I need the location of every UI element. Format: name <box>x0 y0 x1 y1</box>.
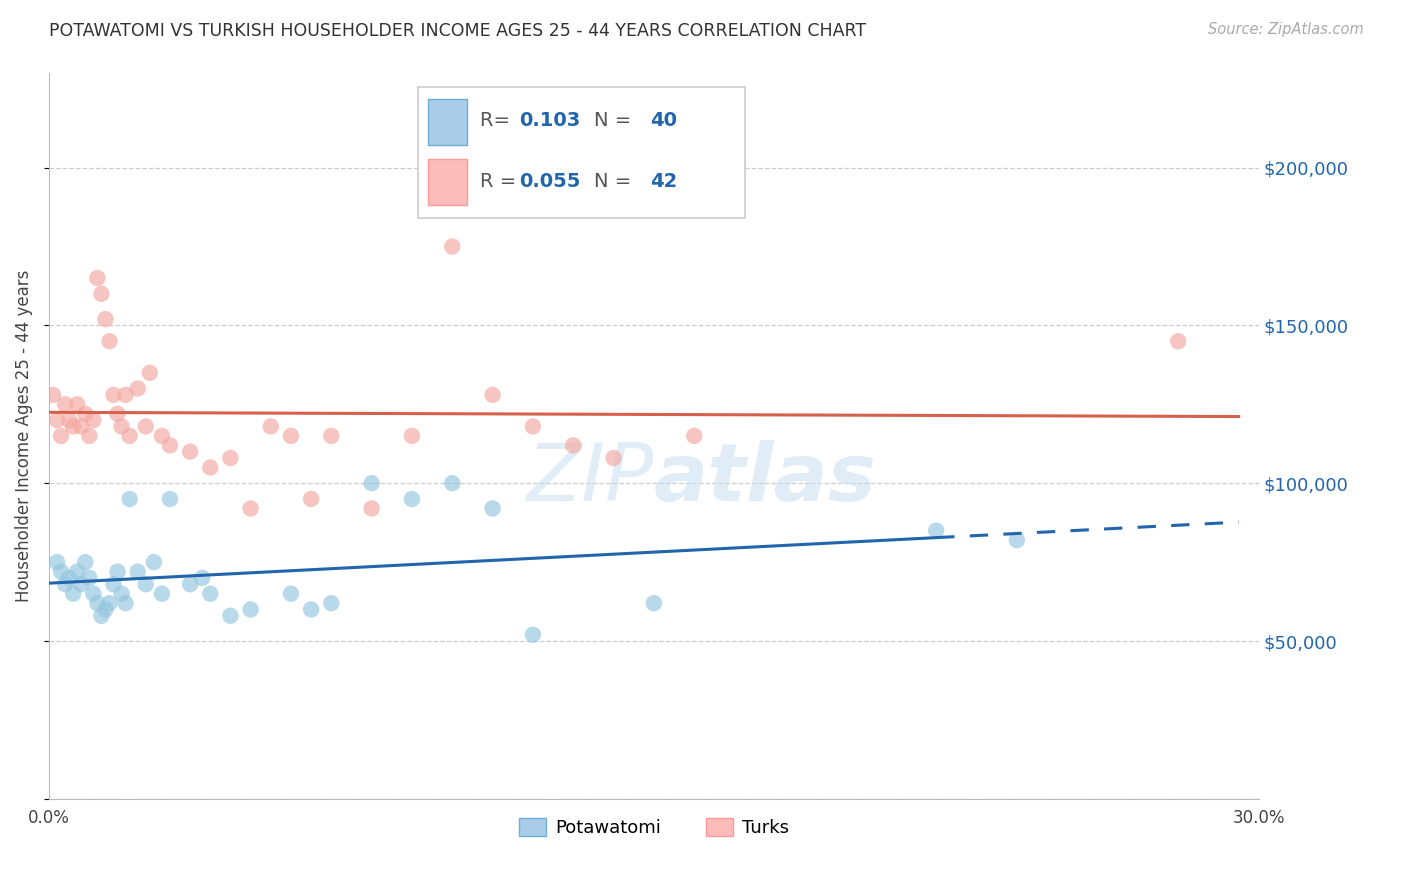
Point <box>114 596 136 610</box>
Point <box>925 524 948 538</box>
Point <box>219 608 242 623</box>
Point <box>522 628 544 642</box>
Point <box>401 491 423 506</box>
Point <box>49 429 72 443</box>
Point <box>107 565 129 579</box>
Point <box>86 596 108 610</box>
Point <box>58 571 80 585</box>
Point <box>142 555 165 569</box>
Point <box>139 366 162 380</box>
Point <box>70 577 93 591</box>
Point <box>150 429 173 443</box>
Point <box>53 577 76 591</box>
Point <box>299 491 322 506</box>
Point <box>94 312 117 326</box>
Point <box>110 419 132 434</box>
Point <box>82 587 104 601</box>
Point <box>98 596 121 610</box>
Point <box>79 429 101 443</box>
Point <box>481 501 503 516</box>
Point <box>127 565 149 579</box>
Point <box>401 429 423 443</box>
Point <box>110 587 132 601</box>
Text: POTAWATOMI VS TURKISH HOUSEHOLDER INCOME AGES 25 - 44 YEARS CORRELATION CHART: POTAWATOMI VS TURKISH HOUSEHOLDER INCOME… <box>49 22 866 40</box>
Point <box>562 438 585 452</box>
Text: atlas: atlas <box>654 441 877 518</box>
Point <box>150 587 173 601</box>
Point <box>62 587 84 601</box>
Point <box>75 555 97 569</box>
Point <box>260 419 283 434</box>
Point <box>42 388 65 402</box>
Point <box>135 419 157 434</box>
Point <box>643 596 665 610</box>
Point <box>107 407 129 421</box>
Point <box>219 450 242 465</box>
Point <box>66 397 89 411</box>
Point <box>62 419 84 434</box>
Point <box>200 460 222 475</box>
Point <box>49 565 72 579</box>
Point <box>103 577 125 591</box>
Point <box>135 577 157 591</box>
Point <box>200 587 222 601</box>
Point <box>360 476 382 491</box>
Point <box>159 491 181 506</box>
Text: ZIP: ZIP <box>526 441 654 518</box>
Point <box>90 608 112 623</box>
Point <box>86 271 108 285</box>
Point <box>239 501 262 516</box>
Point <box>602 450 624 465</box>
Point <box>90 286 112 301</box>
Point <box>159 438 181 452</box>
Point <box>53 397 76 411</box>
Point <box>360 501 382 516</box>
Point <box>46 413 69 427</box>
Point <box>522 419 544 434</box>
Point <box>1005 533 1028 547</box>
Point <box>280 587 302 601</box>
Point <box>98 334 121 349</box>
Point <box>58 413 80 427</box>
Point <box>239 602 262 616</box>
Point <box>683 429 706 443</box>
Point <box>321 596 343 610</box>
Point <box>118 491 141 506</box>
Point <box>79 571 101 585</box>
Point <box>299 602 322 616</box>
Point <box>179 444 201 458</box>
Text: Source: ZipAtlas.com: Source: ZipAtlas.com <box>1208 22 1364 37</box>
Point <box>1167 334 1189 349</box>
Point <box>441 239 464 253</box>
Point <box>94 602 117 616</box>
Point <box>75 407 97 421</box>
Point <box>66 565 89 579</box>
Point <box>70 419 93 434</box>
Y-axis label: Householder Income Ages 25 - 44 years: Householder Income Ages 25 - 44 years <box>15 269 32 602</box>
Point <box>441 476 464 491</box>
Legend: Potawatomi, Turks: Potawatomi, Turks <box>512 811 796 844</box>
Point <box>114 388 136 402</box>
Point <box>481 388 503 402</box>
Point <box>321 429 343 443</box>
Point <box>46 555 69 569</box>
Point <box>127 382 149 396</box>
Point <box>82 413 104 427</box>
Point <box>280 429 302 443</box>
Point <box>191 571 214 585</box>
Point <box>103 388 125 402</box>
Point <box>179 577 201 591</box>
Point <box>118 429 141 443</box>
